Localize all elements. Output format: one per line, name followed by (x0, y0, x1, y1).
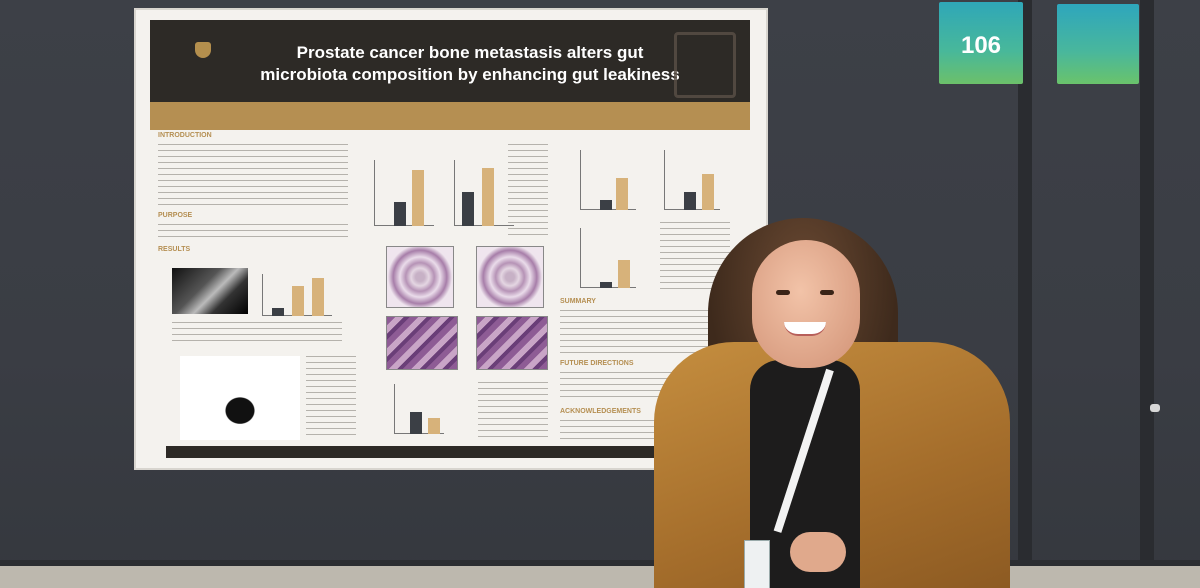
section-results: RESULTS (158, 246, 191, 253)
poster-authors-bar (150, 102, 750, 130)
smile (784, 322, 826, 336)
poster-title-line2: microbiota composition by enhancing gut … (260, 65, 680, 84)
bar-chart (580, 150, 636, 210)
name-badge (744, 540, 770, 588)
volcano-plot (180, 356, 300, 440)
bar-chart (454, 160, 514, 226)
purpose-text (158, 224, 348, 242)
university-logo (168, 42, 238, 82)
session-sign (1057, 4, 1139, 84)
board-base (0, 560, 1200, 566)
section-introduction: INTRODUCTION (158, 132, 212, 139)
wall-fixture (1150, 404, 1160, 412)
histology-image (386, 316, 458, 370)
face (752, 240, 860, 368)
poster-title-line1: Prostate cancer bone metastasis alters g… (296, 43, 644, 62)
research-poster: Prostate cancer bone metastasis alters g… (136, 10, 766, 468)
bar-chart (374, 160, 434, 226)
poster-title: Prostate cancer bone metastasis alters g… (240, 42, 700, 86)
poster-header: Prostate cancer bone metastasis alters g… (150, 20, 750, 102)
figure-caption (478, 382, 548, 438)
eye (820, 290, 834, 295)
bar-chart (664, 150, 720, 210)
section-acknowledgements: ACKNOWLEDGEMENTS (560, 408, 641, 415)
section-future-directions: FUTURE DIRECTIONS (560, 360, 634, 367)
presenter (650, 210, 1030, 588)
bar-chart (580, 228, 636, 288)
eye (776, 290, 790, 295)
intro-text (158, 144, 348, 206)
bar-chart (262, 274, 332, 316)
section-purpose: PURPOSE (158, 212, 193, 219)
histology-image (476, 246, 544, 308)
shield-icon (195, 42, 211, 58)
chart-notes (508, 144, 548, 236)
histology-image (476, 316, 548, 370)
board-seam (1018, 0, 1032, 560)
booth-number: 106 (960, 32, 1002, 59)
emblem-icon (674, 32, 736, 98)
hand (790, 532, 846, 572)
figure-caption (172, 322, 342, 346)
bar-chart (394, 384, 444, 434)
booth-number-sign: 106 (939, 2, 1023, 84)
plot-legend-text (306, 356, 356, 440)
histology-image (386, 246, 454, 308)
xray-image (172, 268, 248, 314)
board-seam (1140, 0, 1154, 560)
poster-footer (166, 446, 746, 458)
section-summary: SUMMARY (560, 298, 596, 305)
